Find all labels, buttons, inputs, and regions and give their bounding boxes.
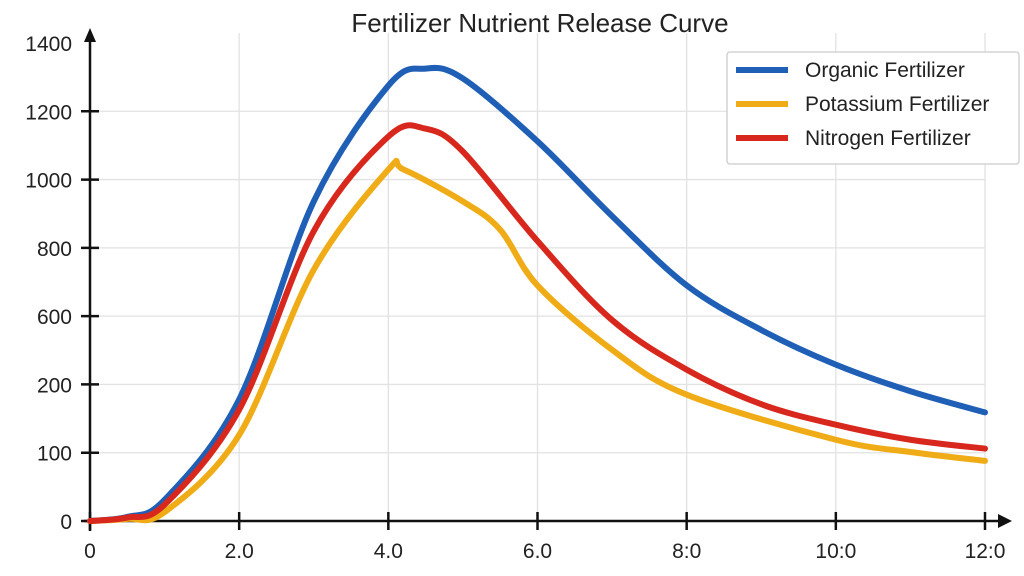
y-tick-label: 100	[37, 443, 72, 466]
x-tick-label: 6.0	[523, 540, 552, 563]
chart-title: Fertilizer Nutrient Release Curve	[351, 8, 728, 38]
series-line-nitrogen-fertilizer	[87, 122, 988, 524]
legend-label: Potassium Fertilizer	[805, 93, 989, 116]
x-tick-label: 0	[84, 540, 96, 563]
x-tick-label: 12:0	[965, 540, 1006, 563]
y-tick-label: 0	[60, 511, 72, 534]
series-line-organic-fertilizer	[87, 64, 988, 524]
series-line-potassium-fertilizer	[87, 157, 988, 524]
y-tick-label: 600	[37, 306, 72, 329]
x-tick-label: 10:0	[815, 540, 856, 563]
series-lines	[87, 64, 988, 524]
y-tick-label: 1000	[25, 170, 72, 193]
y-tick-label: 1200	[25, 101, 72, 124]
legend-label: Nitrogen Fertilizer	[805, 127, 971, 150]
legend-label: Organic Fertilizer	[805, 59, 965, 82]
x-axis-arrow-icon	[998, 514, 1012, 528]
x-tick-label: 4.0	[374, 540, 403, 563]
legend: Organic Fertilizer Potassium Fertilizer Ni…	[726, 51, 1020, 165]
x-tick-label: 2.0	[225, 540, 254, 563]
x-tick-label: 8:0	[672, 540, 701, 563]
legend-box	[726, 51, 1020, 165]
y-tick-label: 800	[37, 238, 72, 261]
y-axis-arrow-icon	[84, 28, 96, 42]
y-tick-label: 1400	[25, 33, 72, 56]
y-tick-label: 200	[37, 374, 72, 397]
